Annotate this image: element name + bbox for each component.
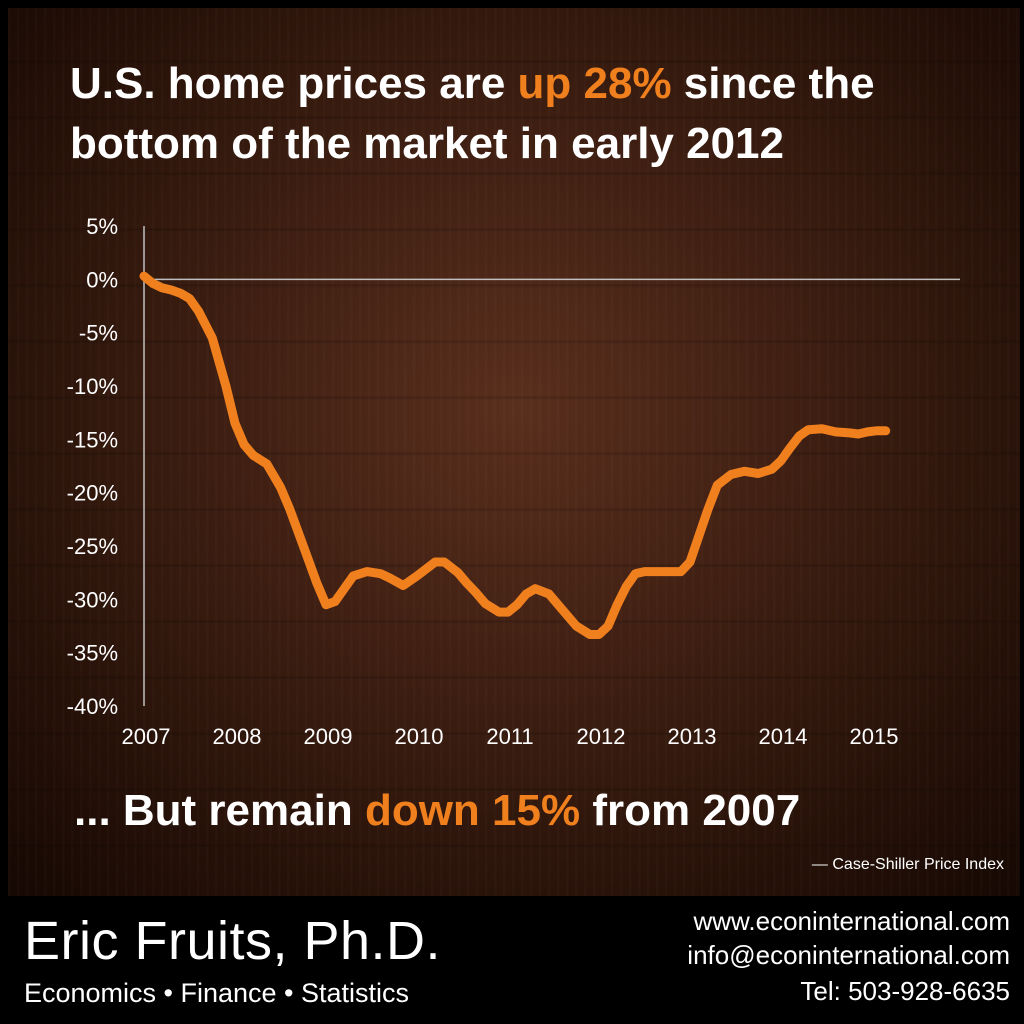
x-tick-label: 2011 [486,724,533,749]
x-tick-label: 2014 [759,724,808,749]
y-tick-label: 5% [86,214,118,239]
headline-text-pre: U.S. home prices are [70,59,518,108]
y-tick-label: -20% [67,481,118,506]
y-tick-label: -40% [67,694,118,719]
line-chart: 5% 0% -5% -10% -15% -20% -25% -30% -35% -40%2007 2… [67,214,960,749]
x-tick-label: 2013 [668,724,717,749]
x-tick-label: 2015 [850,724,899,749]
price-index-series-line [139,271,891,639]
x-tick-label: 2012 [577,724,626,749]
x-tick-label: 2008 [213,724,262,749]
website-link[interactable]: www.econinternational.com [693,906,1011,936]
y-tick-label: -30% [67,587,118,612]
y-tick-label: -35% [67,641,118,666]
y-tick-label: -5% [79,321,118,346]
subtitle: ... But remain down 15% from 2007 [74,785,1014,837]
phone-number: Tel: 503-928-6635 [800,976,1010,1006]
x-tick-label: 2007 [122,724,171,749]
y-tick-label: 0% [86,267,118,292]
y-tick-label: -10% [67,374,118,399]
chart-panel: U.S. home prices are up 28% since the bo… [8,8,1020,896]
author-name: Eric Fruits, Ph.D. [24,911,442,971]
x-tick-label: 2009 [304,724,353,749]
author-tagline: Economics • Finance • Statistics [24,978,410,1008]
email-link[interactable]: info@econinternational.com [687,940,1010,970]
y-tick-label: -15% [67,427,118,452]
y-tick-label: -25% [67,534,118,559]
headline-text-post: since the [671,59,875,108]
footer: Eric Fruits, Ph.D. Economics • Finance •… [8,896,1020,1020]
headline-line-2: bottom of the market in early 2012 [70,119,784,168]
headline-line-1: U.S. home prices are up 28% since the [70,58,1010,110]
x-tick-label: 2010 [395,724,444,749]
subtitle-text-post: from 2007 [580,786,801,835]
subtitle-accent: down 15% [364,786,581,835]
subtitle-text-pre: ... But remain [74,786,365,835]
headline-accent: up 28% [517,59,672,108]
source-note: — Case-Shiller Price Index [811,856,1004,873]
